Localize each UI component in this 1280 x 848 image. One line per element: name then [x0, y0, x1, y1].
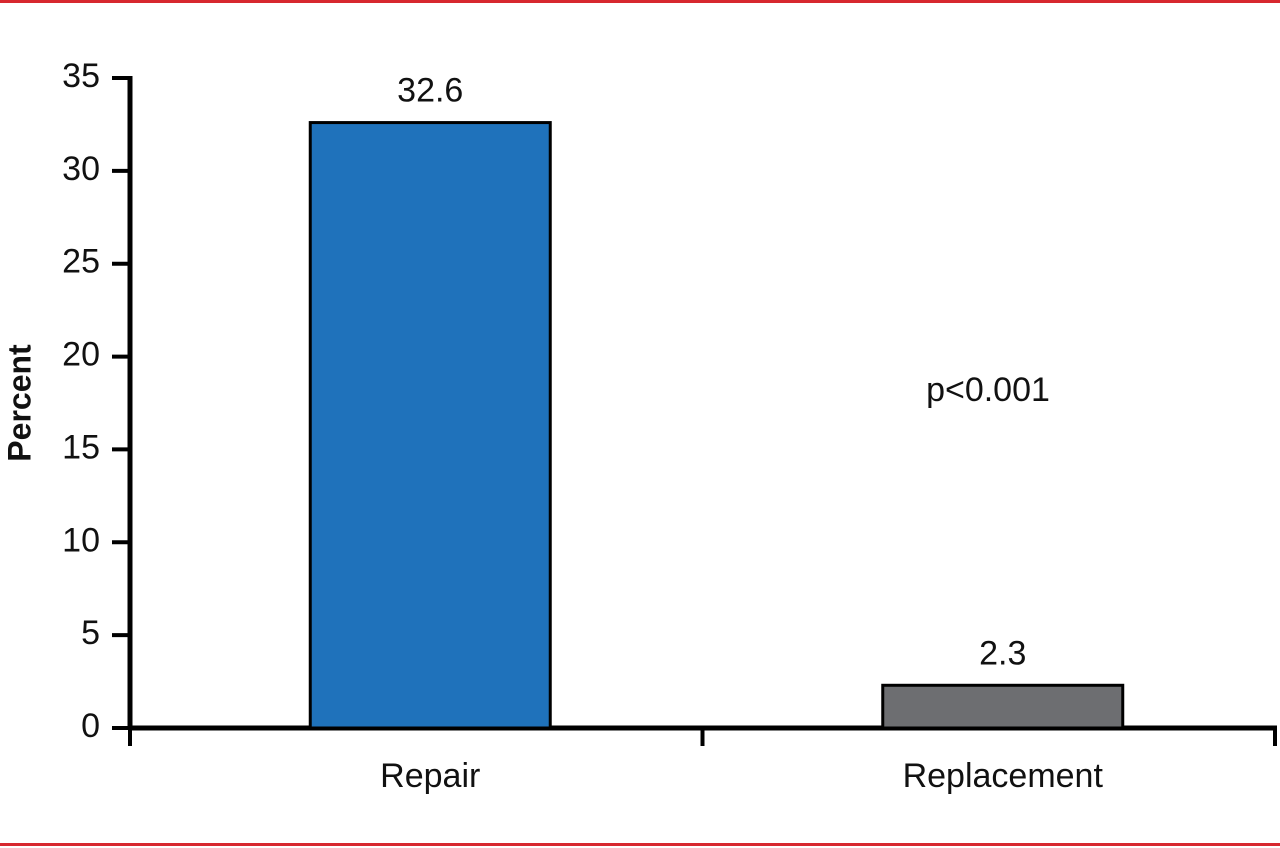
bar — [881, 683, 1125, 730]
annotation: p<0.001 — [926, 371, 1050, 409]
y-tick-label: 5 — [81, 614, 100, 652]
y-tick-label: 20 — [62, 336, 100, 374]
data-label: 32.6 — [397, 72, 463, 110]
data-label: 2.3 — [979, 634, 1026, 672]
bottom-border — [0, 843, 1280, 846]
y-axis-label: Percent — [1, 344, 37, 462]
y-tick-label: 0 — [81, 707, 100, 745]
x-tick-label: Repair — [380, 757, 480, 795]
x-tick-label: Replacement — [903, 757, 1104, 795]
y-tick-label: 10 — [62, 521, 100, 559]
y-tick-label: 25 — [62, 243, 100, 281]
y-tick-label: 35 — [62, 57, 100, 95]
y-tick-label: 30 — [62, 150, 100, 188]
top-border — [0, 0, 1280, 3]
y-tick-label: 15 — [62, 428, 100, 466]
bar — [308, 121, 552, 730]
